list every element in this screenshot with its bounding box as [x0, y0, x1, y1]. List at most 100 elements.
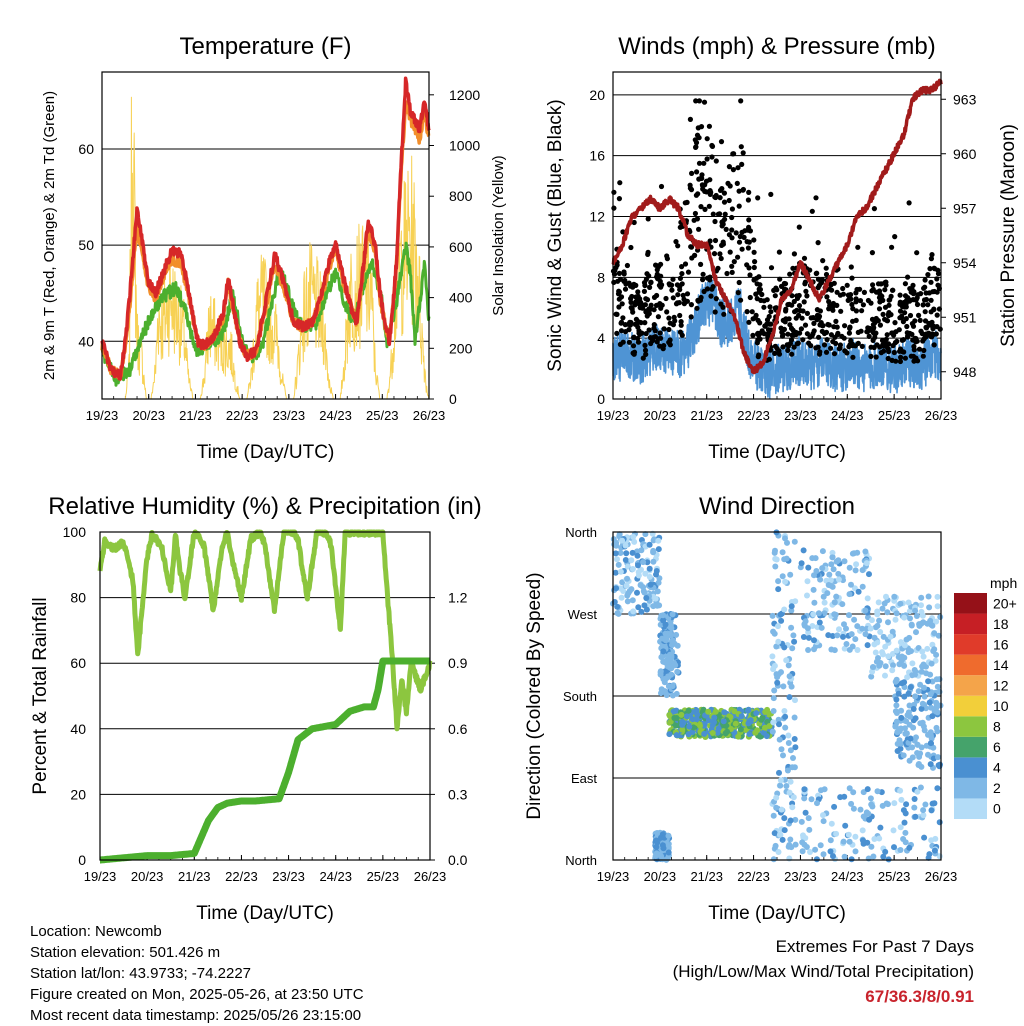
direction-point [624, 563, 631, 570]
x-tick-label: 20/23 [131, 869, 164, 884]
direction-point [901, 819, 908, 826]
gust-point [684, 291, 691, 297]
gust-point [644, 297, 651, 303]
direction-point [920, 807, 927, 814]
gust-point [882, 316, 888, 322]
gust-point [752, 259, 758, 265]
x-tick-label: 26/23 [925, 408, 958, 423]
gust-point [825, 321, 831, 328]
x-tick-label: 23/23 [272, 869, 305, 884]
direction-point [876, 835, 883, 842]
gust-point [762, 323, 768, 329]
direction-point [920, 653, 927, 660]
gust-point [816, 351, 823, 357]
direction-point [753, 710, 760, 717]
gust-point [721, 190, 728, 196]
gust-point [655, 314, 662, 320]
gust-point [746, 189, 752, 195]
x-axis-label: Time (Day/UTC) [197, 442, 335, 463]
direction-point [900, 752, 907, 759]
gust-point [765, 334, 771, 340]
gust-point [869, 250, 876, 256]
gust-point [700, 186, 706, 192]
direction-point [669, 692, 676, 699]
direction-point [926, 604, 933, 611]
direction-point [931, 847, 938, 854]
gust-point [816, 315, 822, 321]
gust-point [675, 243, 681, 249]
gust-point [831, 351, 838, 357]
direction-point [905, 690, 912, 697]
direction-point [854, 623, 861, 630]
gust-point [643, 331, 649, 337]
gust-point [677, 329, 684, 335]
direction-point [935, 754, 941, 761]
direction-point [925, 593, 932, 600]
gust-point [709, 154, 715, 160]
direction-point [799, 839, 806, 846]
direction-point [864, 642, 871, 649]
gust-point [875, 281, 882, 287]
gust-point [614, 311, 620, 317]
gust-point [855, 329, 861, 335]
direction-point [641, 589, 648, 596]
direction-point [927, 740, 934, 747]
gust-point [840, 285, 846, 292]
gust-point [622, 286, 629, 292]
direction-point [778, 617, 785, 624]
gust-point [669, 287, 675, 293]
gust-point [687, 182, 693, 188]
gust-point [713, 158, 719, 164]
gust-point [785, 343, 792, 349]
direction-point [919, 700, 926, 707]
gust-point [706, 123, 713, 129]
gust-point [846, 344, 852, 350]
gust-point [670, 276, 676, 282]
gust-point [791, 251, 798, 257]
gust-point [907, 297, 914, 303]
gust-point [631, 349, 638, 355]
gust-point [926, 290, 933, 296]
direction-point [746, 731, 753, 738]
gust-point [925, 272, 931, 278]
direction-point [655, 579, 662, 586]
direction-point [860, 837, 867, 844]
direction-point [666, 712, 673, 718]
direction-point [821, 599, 828, 606]
gust-point [736, 239, 743, 245]
gust-point [616, 270, 623, 276]
direction-point [650, 558, 657, 565]
direction-point [885, 653, 892, 660]
direction-point [850, 789, 857, 796]
gust-point [761, 331, 767, 337]
gust-point [906, 200, 912, 206]
gust-point [709, 286, 715, 292]
gust-point [729, 263, 735, 269]
gust-point [738, 144, 744, 150]
direction-point [617, 550, 624, 556]
direction-point [650, 603, 657, 610]
direction-point [789, 645, 796, 652]
gust-point [688, 244, 695, 250]
direction-point [805, 564, 812, 571]
chart-title: Wind Direction [699, 493, 855, 520]
gust-point [695, 191, 701, 197]
gust-point [729, 227, 735, 233]
direction-point [903, 730, 910, 737]
humidity-precip-panel: Relative Humidity (%) & Precipitation (i… [30, 493, 482, 924]
y-tick-label: South [563, 689, 597, 704]
gust-point [736, 188, 742, 194]
y-tick-label: 40 [78, 333, 94, 349]
direction-point [921, 727, 928, 734]
gust-point [707, 177, 713, 183]
gust-point [667, 320, 673, 326]
gust-point [642, 320, 648, 326]
direction-point [889, 667, 896, 674]
direction-point [775, 578, 782, 585]
direction-point [776, 736, 783, 743]
latlon-text: Station lat/lon: 43.9733; -74.2227 [30, 965, 252, 982]
direction-point [800, 634, 807, 640]
direction-point [771, 662, 778, 669]
gust-point [886, 302, 892, 308]
gust-point [897, 292, 903, 298]
